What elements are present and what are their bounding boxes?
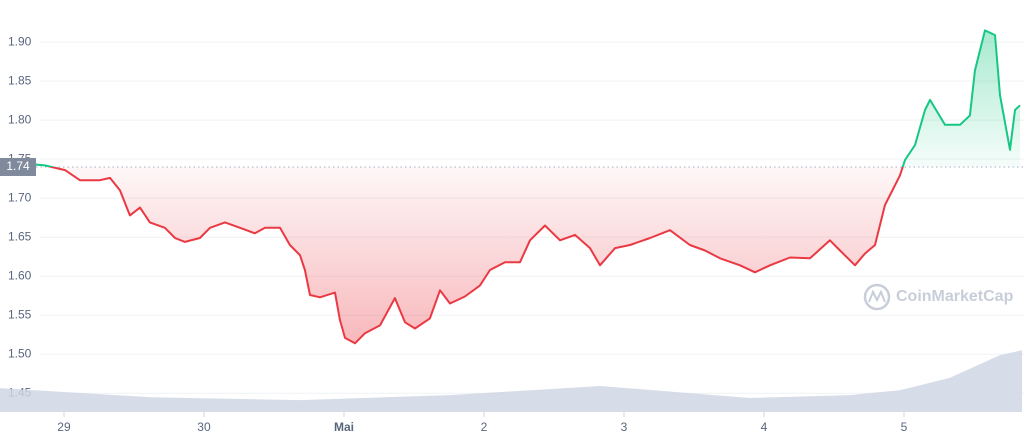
- volume-area: [0, 350, 1022, 412]
- x-tick-label: 4: [761, 420, 768, 434]
- y-tick-label: 1.60: [8, 268, 32, 282]
- x-tick-label: 30: [197, 420, 211, 434]
- area-above: [0, 30, 1020, 167]
- baseline-label: 1.74: [6, 159, 30, 173]
- y-tick-label: 1.55: [8, 307, 32, 321]
- x-tick-label: 29: [57, 420, 71, 434]
- watermark-text: CoinMarketCap: [896, 288, 1014, 305]
- y-tick-label: 1.90: [8, 34, 32, 48]
- x-tick-label: 3: [621, 420, 628, 434]
- baseline-label-box: [0, 157, 36, 176]
- watermark: CoinMarketCap: [863, 283, 1014, 311]
- y-tick-label: 1.85: [8, 73, 32, 87]
- watermark-logo: [863, 283, 891, 311]
- x-tick-label: 2: [481, 420, 488, 434]
- y-tick-label: 1.65: [8, 229, 32, 243]
- y-tick-label: 1.70: [8, 190, 32, 204]
- area-below: [0, 166, 1020, 344]
- watermark-logo-mark: [868, 289, 886, 303]
- y-tick-label: 1.50: [8, 346, 32, 360]
- x-tick-label: 5: [901, 420, 908, 434]
- price-line-below: [47, 166, 904, 345]
- x-tick-label: Mai: [334, 420, 354, 434]
- y-tick-label: 1.80: [8, 112, 32, 126]
